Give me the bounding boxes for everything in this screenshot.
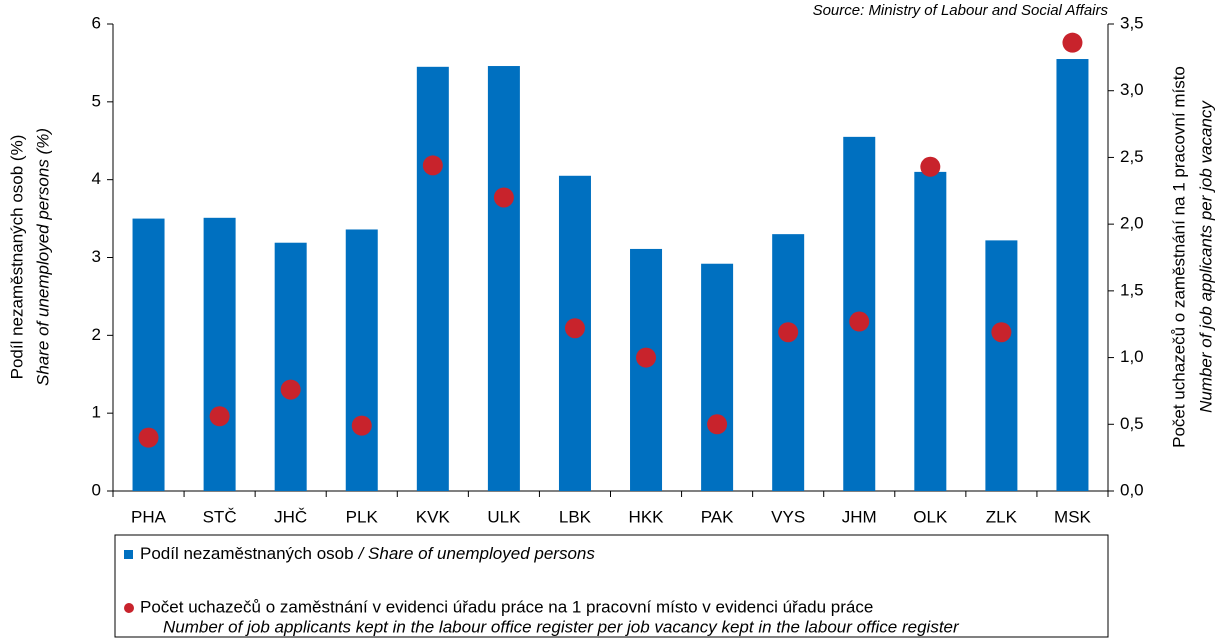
- bar: [132, 218, 165, 492]
- y-axis-label: Podíl nezaměstnaných osob (%): [7, 135, 26, 380]
- y-tick-label: 2: [92, 325, 101, 344]
- dot: [564, 318, 585, 339]
- dot: [493, 187, 514, 208]
- bar: [203, 217, 236, 491]
- y2-tick-label: 0,0: [1120, 480, 1144, 499]
- x-tick-label: PAK: [701, 507, 734, 526]
- dot: [636, 347, 657, 368]
- x-tick-label: STČ: [203, 507, 237, 526]
- dot: [209, 406, 230, 427]
- y2-tick-label: 1,0: [1120, 347, 1144, 366]
- y2-tick-label: 0,5: [1120, 414, 1144, 433]
- y2-tick-label: 3,5: [1120, 13, 1144, 32]
- y2-tick-label: 1,5: [1120, 280, 1144, 299]
- bar: [772, 234, 805, 491]
- bar: [914, 171, 947, 491]
- bar: [701, 263, 734, 491]
- bar: [274, 242, 307, 491]
- legend-marker: [124, 550, 133, 559]
- x-tick-label: MSK: [1054, 507, 1092, 526]
- x-tick-label: KVK: [416, 507, 451, 526]
- legend-name-en: / Share of unemployed persons: [358, 544, 596, 563]
- x-tick-label: PHA: [131, 507, 167, 526]
- x-tick-label: JHM: [842, 507, 877, 526]
- y-tick-label: 1: [92, 403, 101, 422]
- y-tick-label: 3: [92, 247, 101, 266]
- dot: [422, 155, 443, 176]
- legend-label-en: Number of job applicants kept in the lab…: [163, 617, 960, 636]
- y-tick-label: 0: [92, 480, 101, 499]
- y-axis-label-en: Share of unemployed persons (%): [33, 128, 52, 386]
- y2-tick-label: 3,0: [1120, 80, 1144, 99]
- bar: [985, 240, 1018, 491]
- x-tick-label: PLK: [346, 507, 379, 526]
- y2-tick-label: 2,5: [1120, 147, 1144, 166]
- y2-axis-label: Počet uchazečů o zaměstnání na 1 pracovn…: [1169, 66, 1188, 448]
- x-tick-label: JHČ: [274, 507, 307, 526]
- bar: [487, 66, 520, 491]
- y2-axis-label-en: Number of job applicants per job vacancy: [1196, 100, 1215, 413]
- dot: [778, 322, 799, 343]
- bar: [1056, 59, 1089, 492]
- source: Source: Ministry of Labour and Social Af…: [813, 2, 1109, 19]
- dot: [920, 156, 941, 177]
- legend-marker: [124, 603, 134, 613]
- x-tick-label: LBK: [559, 507, 592, 526]
- bar: [416, 66, 449, 491]
- legend-label: Podíl nezaměstnaných osob / Share of unem…: [140, 544, 595, 563]
- dot: [707, 414, 728, 435]
- x-tick-label: ULK: [487, 507, 521, 526]
- x-tick-label: OLK: [913, 507, 948, 526]
- y2-tick-label: 2,0: [1120, 214, 1144, 233]
- dot: [849, 311, 870, 332]
- y-tick-label: 6: [92, 13, 101, 32]
- dot: [138, 427, 159, 448]
- y-tick-label: 5: [92, 91, 101, 110]
- dot: [280, 379, 301, 400]
- dot: [351, 415, 372, 436]
- legend-box: [114, 534, 1109, 638]
- y-tick-label: 4: [92, 169, 101, 188]
- legend-name: Podíl nezaměstnaných osob: [140, 544, 354, 563]
- x-tick-label: VYS: [771, 507, 805, 526]
- legend-label: Počet uchazečů o zaměstnání v evidenci ú…: [140, 597, 873, 616]
- x-tick-label: ZLK: [986, 507, 1018, 526]
- bar: [630, 248, 663, 491]
- bar: [345, 229, 378, 492]
- dot: [991, 322, 1012, 343]
- dot: [1062, 32, 1083, 53]
- x-tick-label: HKK: [629, 507, 665, 526]
